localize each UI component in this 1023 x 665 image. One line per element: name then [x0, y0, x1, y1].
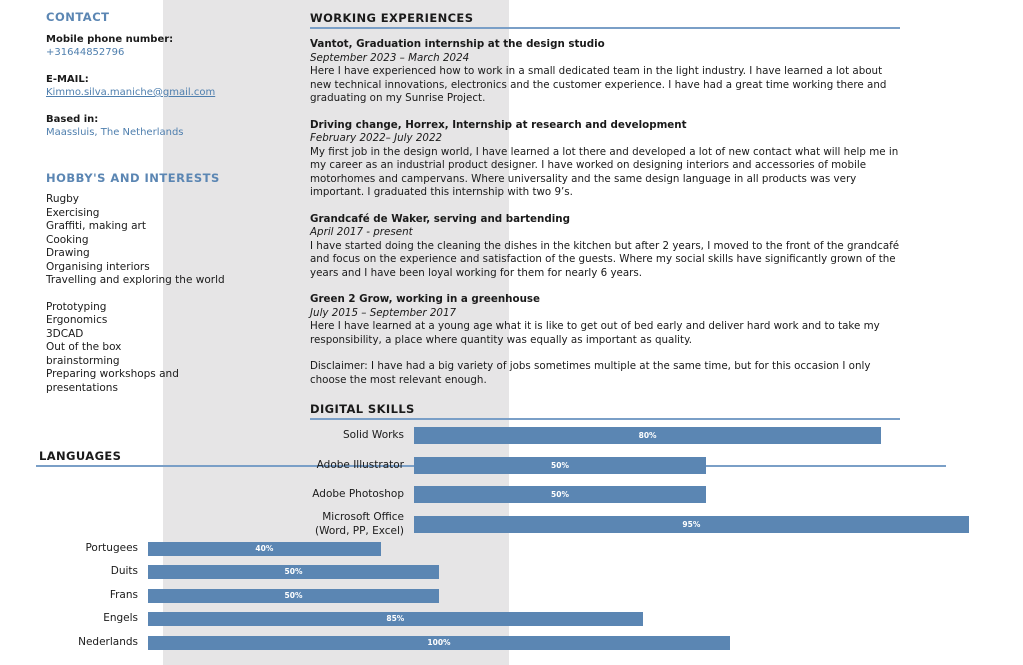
list-item: Preparing workshops and presentations [46, 368, 179, 394]
contact-title: CONTACT [46, 10, 110, 24]
hobbies-list: Rugby Exercising Graffiti, making art Co… [46, 193, 261, 288]
left-column: CONTACT Mobile phone number: +3164485279… [46, 10, 261, 396]
bar: 95% [414, 516, 969, 533]
job-description: My first job in the design world, I have… [310, 145, 899, 199]
phone-label: Mobile phone number: [46, 33, 174, 45]
list-item: Cooking [46, 233, 89, 246]
location-label: Based in: [46, 113, 99, 125]
list-item: Drawing [46, 247, 90, 259]
languages-title: LANGUAGES [39, 449, 122, 463]
bar: 50% [148, 589, 439, 603]
bar-label: Engels [103, 612, 138, 625]
list-item: Rugby [46, 193, 80, 205]
job-description: Here I have learned at a young age what … [310, 320, 880, 346]
bar-label: Portugees [85, 542, 138, 555]
work-section: WORKING EXPERIENCES Vantot, Graduation i… [310, 11, 900, 387]
work-title: WORKING EXPERIENCES [310, 11, 900, 29]
list-item: Prototyping [46, 300, 107, 313]
bar-label: Duits [110, 565, 138, 578]
job-entry: Grandcafé de Waker, serving and bartendi… [310, 213, 900, 281]
bar-label: Microsoft Office (Word, PP, Excel) [314, 511, 404, 537]
bar-label: Nederlands [78, 636, 138, 649]
job-entry: Driving change, Horrex, Internship at re… [310, 119, 900, 200]
job-description: I have started doing the cleaning the di… [310, 239, 900, 279]
job-description: Here I have experienced how to work in a… [310, 65, 887, 104]
bar: 100% [148, 636, 730, 650]
hobbies-title: HOBBY'S AND INTERESTS [46, 170, 220, 185]
bar: 40% [148, 542, 381, 556]
location-value: Maassluis, The Netherlands [46, 127, 184, 138]
bar-label: Adobe Photoshop [312, 487, 404, 500]
job-title: Vantot, Graduation internship at the des… [310, 38, 605, 50]
list-item: 3DCAD [46, 327, 84, 340]
bar-label: Solid Works [343, 428, 404, 441]
job-entry: Vantot, Graduation internship at the des… [310, 38, 900, 106]
bar-label: Adobe Illustrator [316, 458, 404, 471]
bar: 85% [148, 612, 643, 626]
job-date: July 2015 – September 2017 [310, 306, 457, 319]
list-item: Organising interiors [46, 260, 150, 273]
disclaimer: Disclaimer: I have had a big variety of … [310, 360, 871, 386]
email-label: E-MAIL: [46, 73, 89, 85]
job-date: February 2022– July 2022 [310, 132, 443, 144]
skills-list: Prototyping Ergonomics 3DCAD Out of the … [46, 301, 196, 396]
job-entry: Green 2 Grow, working in a greenhouse Ju… [310, 293, 900, 347]
job-title: Grandcafé de Waker, serving and bartendi… [310, 212, 570, 225]
list-item: Graffiti, making art [46, 220, 146, 232]
list-item: Exercising [46, 206, 100, 219]
bar: 50% [414, 486, 706, 503]
job-title: Driving change, Horrex, Internship at re… [310, 118, 687, 131]
bar: 50% [148, 565, 439, 579]
list-item: Out of the box brainstorming [46, 341, 122, 367]
job-date: September 2023 – March 2024 [310, 51, 470, 64]
job-date: April 2017 - present [310, 226, 413, 238]
email-link[interactable]: Kimmo.silva.maniche@gmail.com [46, 87, 216, 98]
list-item: Ergonomics [46, 314, 108, 326]
bar: 50% [414, 457, 706, 474]
email-block: E-MAIL: Kimmo.silva.maniche@gmail.com [46, 73, 261, 100]
digital-skills-title: DIGITAL SKILLS [310, 402, 900, 420]
location-block: Based in: Maassluis, The Netherlands [46, 113, 261, 140]
bar: 80% [414, 427, 882, 444]
list-item: Travelling and exploring the world [46, 274, 225, 286]
job-title: Green 2 Grow, working in a greenhouse [310, 293, 541, 305]
phone-block: Mobile phone number: +31644852796 [46, 33, 261, 60]
phone-value: +31644852796 [46, 47, 125, 58]
bar-label: Frans [109, 589, 138, 602]
